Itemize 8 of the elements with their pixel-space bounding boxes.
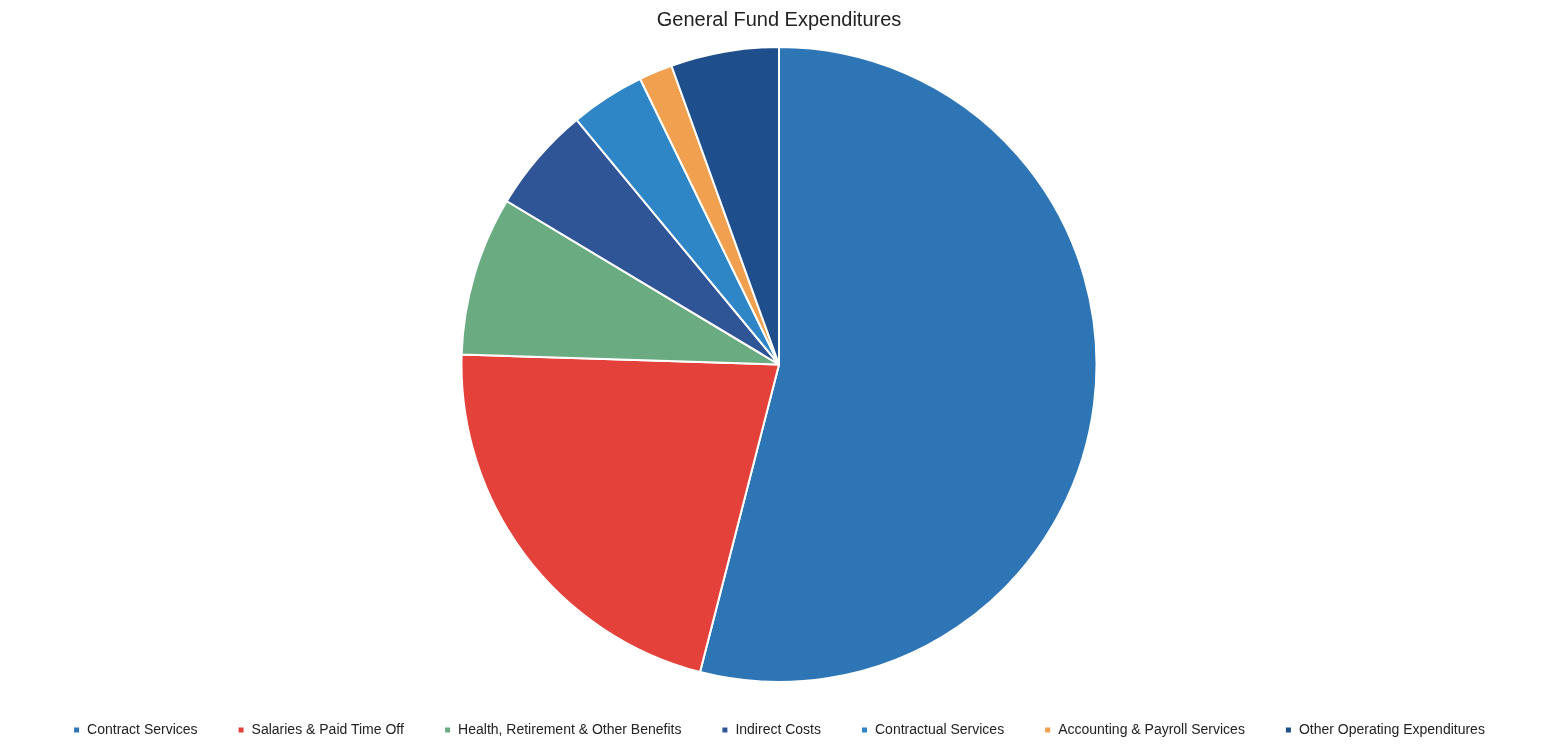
legend-label: Health, Retirement & Other Benefits [458, 720, 682, 737]
legend-label: Contractual Services [874, 720, 1005, 737]
legend-label: Salaries & Paid Time Off [251, 720, 404, 737]
legend-label: Indirect Costs [735, 720, 821, 737]
legend-label: Accounting & Payroll Services [1058, 720, 1245, 737]
chart-title: General Fund Expenditures [656, 7, 902, 30]
legend-label: Contract Services [87, 720, 198, 737]
legend-label: Other Operating Expenditures [1298, 720, 1485, 737]
